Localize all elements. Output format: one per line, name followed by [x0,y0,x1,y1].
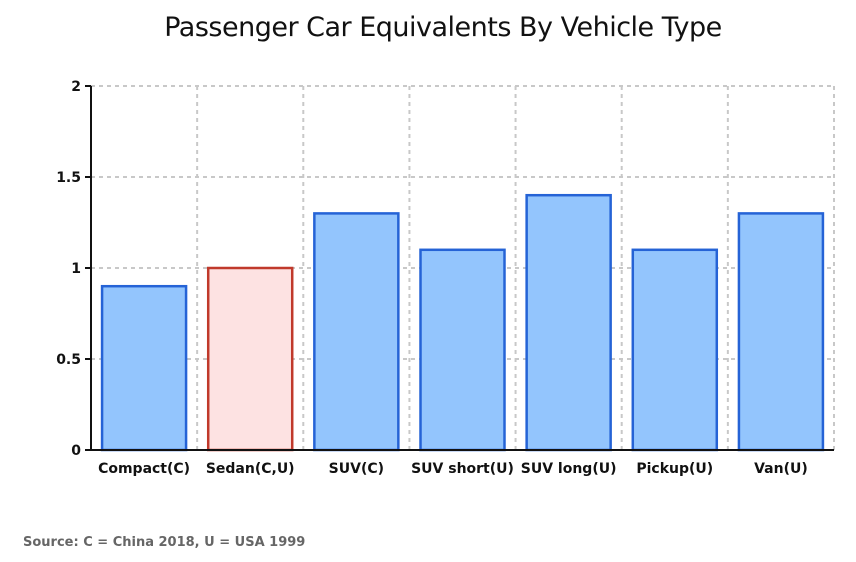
chart-title: Passenger Car Equivalents By Vehicle Typ… [164,12,722,43]
axes [85,85,834,451]
x-category-label: Van(U) [754,461,808,477]
x-category-labels: Compact(C) Sedan(C,U) SUV(C) SUV short(U) SU… [98,461,808,477]
x-category-label: SUV long(U) [521,461,617,477]
bar-compact-c [100,284,188,452]
x-category-label: Compact(C) [98,461,190,477]
x-category-label: SUV(C) [329,461,384,477]
bar-pickup-u [631,248,719,452]
source-note: Source: C = China 2018, U = USA 1999 [23,535,306,550]
bar-suv-short-u [419,248,506,452]
x-category-label: SUV short(U) [411,461,514,477]
bar-van-u [737,212,825,452]
y-tick-label: 0.5 [56,352,81,368]
bars [100,193,825,452]
bar-suv-c [313,212,400,452]
y-tick-label: 2 [71,79,81,95]
y-tick-label: 1.5 [56,170,81,186]
bar-suv-long-u [525,193,612,452]
bar-sedan-c-u [206,266,294,452]
y-tick-label: 0 [71,443,81,459]
x-category-label: Pickup(U) [636,461,713,477]
x-category-label: Sedan(C,U) [206,461,295,477]
y-tick-label: 1 [71,261,81,277]
y-tick-labels: 0 0.5 1 1.5 2 [56,79,81,459]
